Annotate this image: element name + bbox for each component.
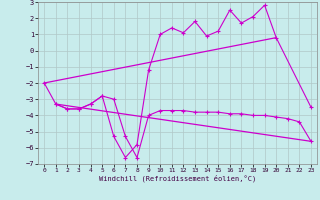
X-axis label: Windchill (Refroidissement éolien,°C): Windchill (Refroidissement éolien,°C) (99, 175, 256, 182)
